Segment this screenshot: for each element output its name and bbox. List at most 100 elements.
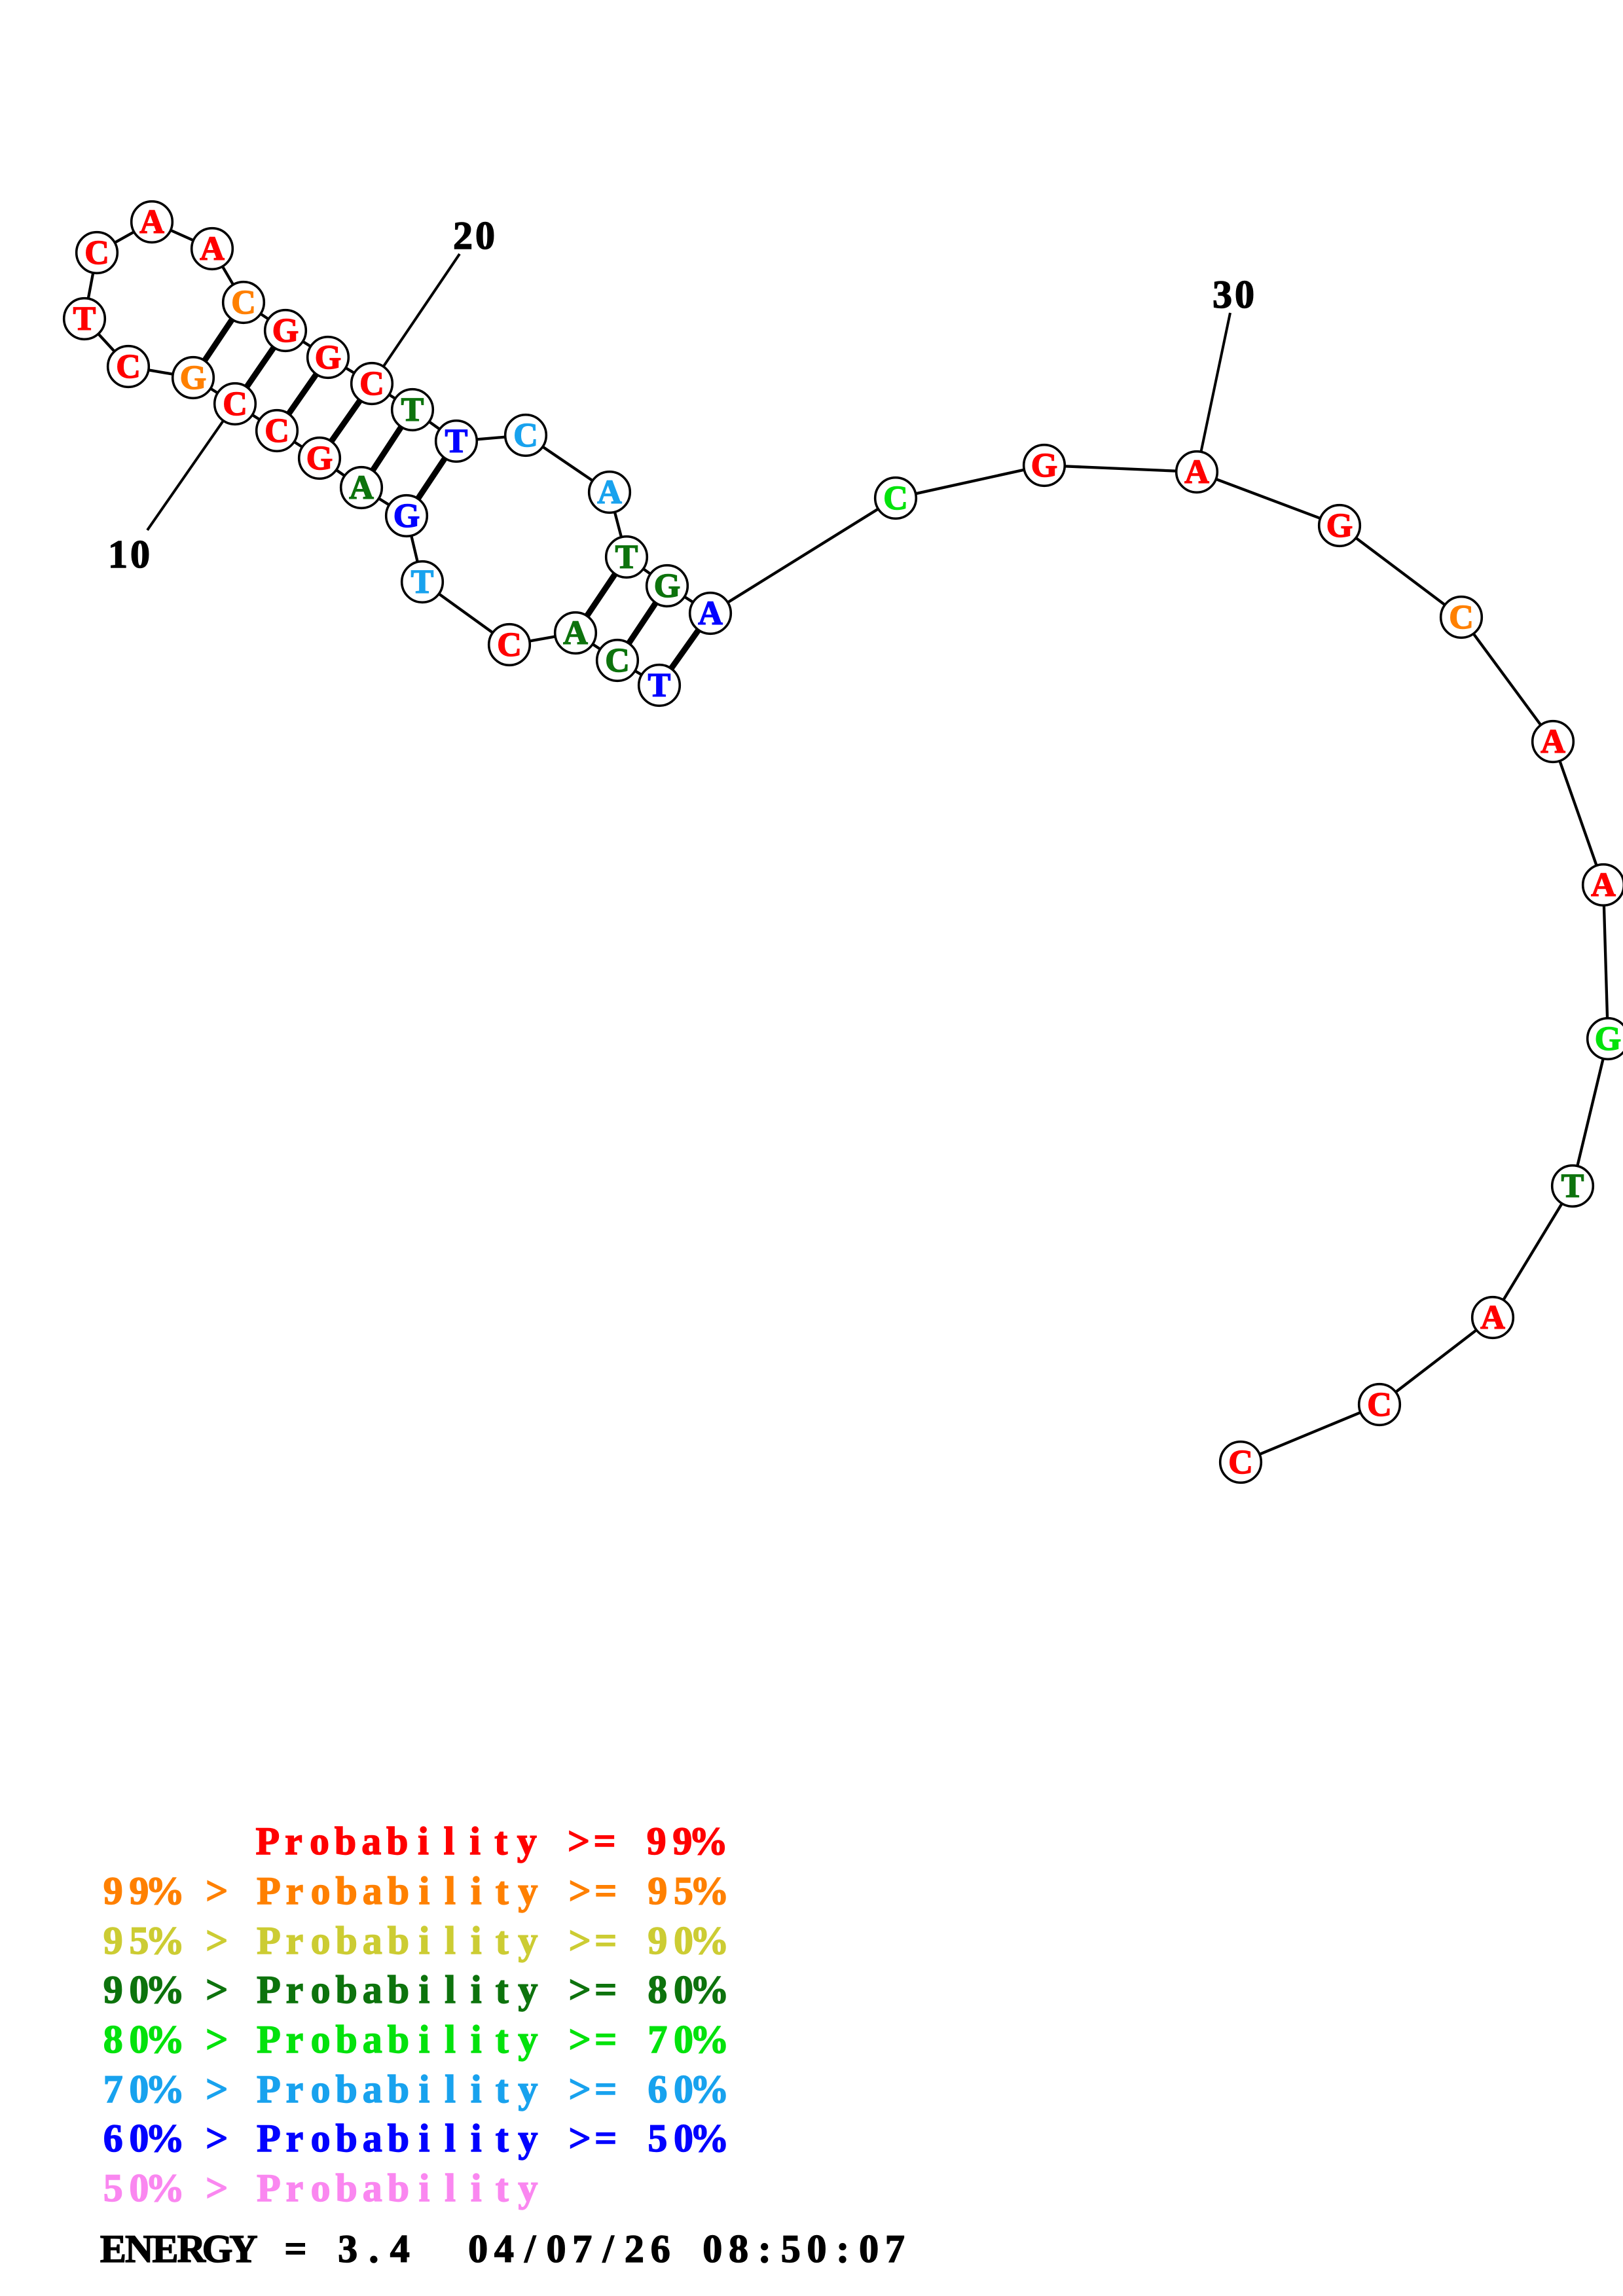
svg-text:3: 3 (338, 2227, 357, 2270)
svg-text:4: 4 (494, 2227, 514, 2270)
svg-text:G: G (1326, 507, 1353, 545)
svg-text:C: C (84, 234, 109, 272)
svg-text:o: o (311, 1869, 331, 1912)
svg-text:G: G (1031, 447, 1057, 484)
svg-text:5: 5 (674, 1869, 693, 1912)
svg-text:t: t (496, 2068, 509, 2111)
svg-text:r: r (286, 2018, 304, 2061)
svg-text:b: b (388, 2018, 409, 2061)
svg-text:a: a (363, 1968, 382, 2011)
svg-text:b: b (336, 2117, 357, 2160)
svg-text:l: l (445, 2117, 456, 2160)
svg-text:P: P (255, 1820, 280, 1863)
svg-text:r: r (286, 2166, 304, 2210)
svg-text:r: r (286, 1869, 304, 1912)
svg-text:r: r (286, 2117, 304, 2160)
svg-text:A: A (597, 474, 622, 511)
svg-text:C: C (264, 412, 289, 450)
svg-text:b: b (336, 2018, 357, 2061)
svg-text:%: % (145, 2018, 185, 2061)
svg-text:i: i (471, 2068, 482, 2111)
svg-text:/: / (602, 2227, 615, 2270)
svg-text:%: % (145, 2166, 185, 2210)
svg-text:%: % (690, 2117, 729, 2160)
svg-text:%: % (145, 2068, 185, 2111)
svg-text:0: 0 (674, 2068, 693, 2111)
svg-text:>: > (206, 2068, 228, 2111)
svg-text:i: i (419, 1968, 430, 2011)
svg-text:o: o (311, 2018, 331, 2061)
svg-text:5: 5 (781, 2227, 801, 2270)
svg-text:i: i (471, 2018, 482, 2061)
svg-text:=: = (594, 1919, 617, 1962)
svg-text:i: i (471, 1968, 482, 2011)
svg-text:C: C (497, 626, 522, 664)
svg-text:T: T (445, 423, 468, 460)
svg-text:%: % (690, 1919, 729, 1962)
svg-text:0: 0 (807, 2227, 827, 2270)
svg-text:9: 9 (103, 1968, 123, 2011)
svg-text:=: = (594, 1968, 617, 2011)
svg-text:i: i (471, 2117, 482, 2160)
svg-text:r: r (286, 1968, 304, 2011)
svg-text:o: o (310, 1820, 329, 1863)
svg-text:Y: Y (229, 2227, 257, 2270)
svg-text:y: y (517, 1820, 537, 1863)
svg-text:C: C (231, 284, 256, 321)
svg-text:t: t (496, 1869, 509, 1912)
svg-text:l: l (445, 1968, 456, 2011)
svg-text:A: A (1184, 454, 1209, 491)
svg-text:5: 5 (103, 2166, 123, 2210)
svg-text:>: > (568, 1820, 590, 1863)
svg-text:i: i (419, 1869, 430, 1912)
svg-text:T: T (648, 667, 671, 704)
svg-text:8: 8 (729, 2227, 748, 2270)
svg-text:9: 9 (103, 1869, 123, 1912)
svg-text:P: P (257, 1968, 281, 2011)
svg-text:b: b (388, 1968, 409, 2011)
svg-text:8: 8 (103, 2018, 123, 2061)
svg-text:7: 7 (572, 2227, 592, 2270)
svg-text:l: l (445, 2166, 456, 2210)
svg-text:0: 0 (129, 2166, 149, 2210)
svg-text:>: > (206, 1919, 228, 1962)
svg-text:7: 7 (647, 2018, 667, 2061)
svg-text:C: C (1449, 599, 1474, 636)
svg-text:i: i (471, 1869, 482, 1912)
svg-text:>: > (206, 2018, 228, 2061)
svg-text:=: = (284, 2227, 306, 2270)
svg-text:P: P (257, 2117, 281, 2160)
svg-text:>: > (568, 2117, 591, 2160)
svg-text:i: i (471, 2166, 482, 2210)
svg-text:l: l (444, 1820, 455, 1863)
svg-text:b: b (388, 2068, 409, 2111)
svg-text:0: 0 (129, 2068, 149, 2111)
svg-text:>: > (568, 1968, 591, 2011)
svg-text:l: l (445, 1919, 456, 1962)
svg-text:a: a (363, 2166, 382, 2210)
svg-text:0: 0 (129, 2018, 149, 2061)
svg-text:5: 5 (129, 1919, 149, 1962)
svg-text:b: b (336, 2166, 357, 2210)
svg-text:b: b (336, 1869, 357, 1912)
svg-text:t: t (496, 1919, 509, 1962)
svg-text:%: % (690, 1968, 729, 2011)
svg-text:T: T (615, 539, 638, 576)
svg-text:t: t (496, 2166, 509, 2210)
svg-text:E: E (100, 2227, 126, 2270)
svg-text:0: 0 (547, 2227, 566, 2270)
svg-text:0: 0 (674, 2117, 693, 2160)
svg-text:C: C (513, 417, 538, 454)
svg-text:b: b (335, 1820, 356, 1863)
svg-text:C: C (1367, 1386, 1392, 1424)
svg-text:T: T (411, 564, 434, 601)
svg-text::: : (758, 2227, 771, 2270)
svg-text:b: b (336, 1919, 357, 1962)
svg-text:b: b (388, 2166, 409, 2210)
svg-text:%: % (145, 1869, 185, 1912)
svg-text:i: i (419, 2068, 430, 2111)
svg-text:G: G (393, 497, 420, 535)
svg-text:0: 0 (468, 2227, 488, 2270)
svg-text:l: l (445, 2068, 456, 2111)
svg-text:G: G (180, 359, 206, 397)
